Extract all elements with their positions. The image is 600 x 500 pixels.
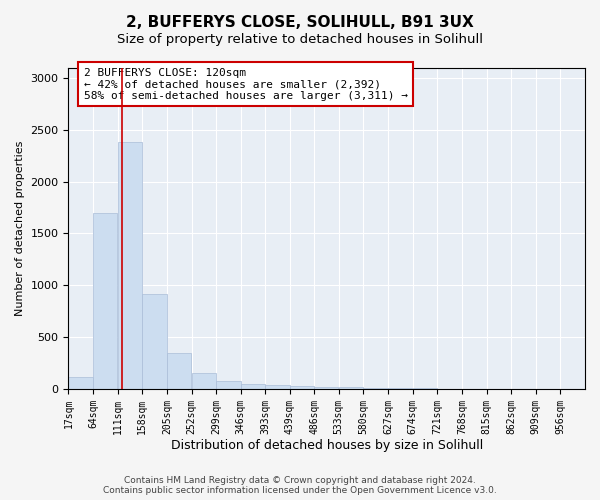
Bar bbox=[364, 388, 388, 389]
Bar bbox=[265, 386, 290, 389]
Text: 2, BUFFERYS CLOSE, SOLIHULL, B91 3UX: 2, BUFFERYS CLOSE, SOLIHULL, B91 3UX bbox=[126, 15, 474, 30]
Bar bbox=[314, 387, 338, 389]
Y-axis label: Number of detached properties: Number of detached properties bbox=[15, 140, 25, 316]
Text: 2 BUFFERYS CLOSE: 120sqm
← 42% of detached houses are smaller (2,392)
58% of sem: 2 BUFFERYS CLOSE: 120sqm ← 42% of detach… bbox=[84, 68, 408, 100]
Bar bbox=[191, 374, 216, 389]
Bar bbox=[290, 386, 314, 389]
Bar bbox=[339, 388, 363, 389]
Text: Contains HM Land Registry data © Crown copyright and database right 2024.
Contai: Contains HM Land Registry data © Crown c… bbox=[103, 476, 497, 495]
Bar bbox=[413, 388, 437, 389]
Text: Size of property relative to detached houses in Solihull: Size of property relative to detached ho… bbox=[117, 32, 483, 46]
Bar bbox=[142, 294, 167, 389]
Bar bbox=[68, 376, 93, 389]
Bar bbox=[216, 380, 241, 389]
Bar bbox=[388, 388, 412, 389]
X-axis label: Distribution of detached houses by size in Solihull: Distribution of detached houses by size … bbox=[170, 440, 483, 452]
Bar bbox=[167, 352, 191, 389]
Bar bbox=[93, 212, 118, 389]
Bar bbox=[241, 384, 265, 389]
Bar bbox=[118, 142, 142, 389]
